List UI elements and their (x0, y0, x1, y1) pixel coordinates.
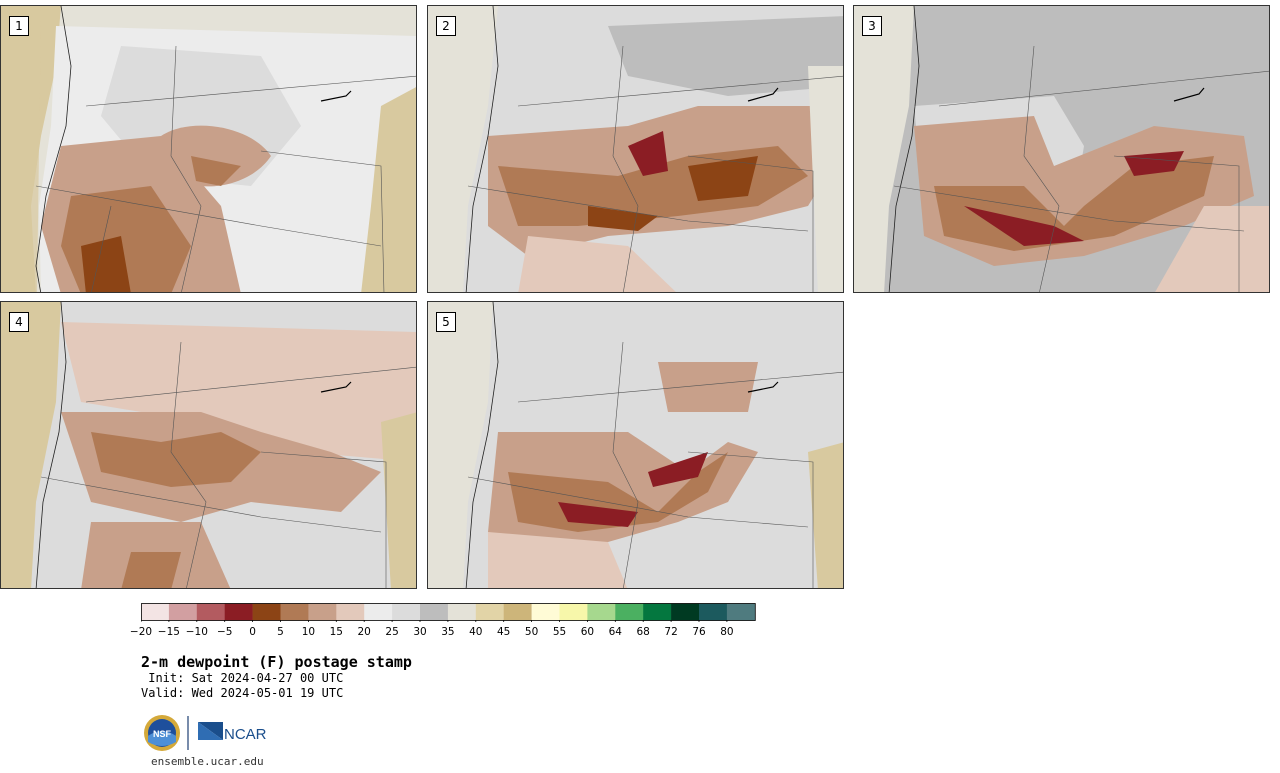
colorbar-swatch (141, 603, 170, 621)
colorbar-swatch (252, 603, 281, 621)
map-title: 2-m dewpoint (F) postage stamp (141, 653, 412, 671)
ncar-logo: NCAR (198, 722, 267, 743)
colorbar-outline (141, 603, 756, 621)
colorbar-swatch (392, 603, 421, 621)
dewpoint-map-4 (1, 302, 416, 588)
panel-number-label: 2 (436, 16, 456, 36)
colorbar-swatch (447, 603, 477, 621)
colorbar-swatch (503, 603, 532, 621)
colorbar-tick-label: 50 (524, 626, 539, 638)
colorbar-tick-label: 76 (692, 626, 706, 638)
nsf-logo: NSF (144, 715, 180, 751)
colorbar-tick-label: 60 (580, 626, 595, 638)
colorbar-swatch (475, 603, 504, 621)
dewpoint-map-1 (1, 6, 416, 292)
colorbar-tick-label: 10 (301, 626, 316, 638)
colorbar-tick-label: 45 (497, 626, 511, 638)
panel-number-label: 4 (9, 312, 29, 332)
colorbar-swatch (336, 603, 365, 621)
colorbar-swatch (671, 603, 700, 621)
map-panel-4: 4 (0, 301, 417, 589)
colorbar-swatch (420, 603, 449, 621)
panel-number-label: 1 (9, 16, 29, 36)
colorbar-tick-label: −10 (185, 626, 208, 638)
colorbar-swatch (587, 603, 616, 621)
colorbar-tick-label: 20 (357, 626, 371, 638)
colorbar-tick-label: 35 (441, 626, 455, 638)
panel-number-label: 3 (862, 16, 882, 36)
colorbar (141, 603, 756, 622)
colorbar-swatch (280, 603, 309, 621)
colorbar-swatch (308, 603, 337, 621)
colorbar-tick-label: 68 (636, 626, 650, 638)
colorbar-swatch (726, 603, 756, 621)
colorbar-swatch (559, 603, 588, 621)
colorbar-tick-label: 30 (413, 626, 427, 638)
colorbar-tick-label: −15 (157, 626, 180, 638)
init-time: Init: Sat 2024-04-27 00 UTC (141, 671, 344, 685)
colorbar-swatch (699, 603, 728, 621)
colorbar-tick-label: 5 (277, 626, 284, 638)
colorbar-tick-label: 80 (720, 626, 734, 638)
map-panel-1: 1 (0, 5, 417, 293)
colorbar-tick-label: 15 (329, 626, 343, 638)
ncar-text: NCAR (224, 726, 267, 743)
colorbar-swatch (615, 603, 644, 621)
colorbar-tick-label: −5 (216, 626, 233, 638)
colorbar-swatch (364, 603, 393, 621)
map-panel-3: 3 (853, 5, 1270, 293)
dewpoint-map-2 (428, 6, 843, 292)
colorbar-tick-label: −20 (129, 626, 153, 638)
colorbar-tick-label: 25 (385, 626, 399, 638)
nsf-ncar-logo: NSF NCAR (144, 715, 267, 751)
colorbar-swatch (643, 603, 672, 621)
website-link[interactable]: ensemble.ucar.edu (151, 755, 264, 768)
map-panel-2: 2 (427, 5, 844, 293)
colorbar-swatch (168, 603, 198, 621)
colorbar-ticks: −20 −15 −10 −5 0 5 10 15 20 25 30 35 40 45 50 55 60 64 68 7… (130, 626, 761, 640)
colorbar-swatch (224, 603, 253, 621)
dewpoint-map-3 (854, 6, 1269, 292)
colorbar-swatch (531, 603, 560, 621)
map-panel-5: 5 (427, 301, 844, 589)
colorbar-tick-label: 72 (664, 626, 678, 638)
colorbar-tick-label: 0 (249, 626, 256, 638)
valid-time: Valid: Wed 2024-05-01 19 UTC (141, 686, 344, 700)
panel-number-label: 5 (436, 312, 456, 332)
dewpoint-map-5 (428, 302, 843, 588)
colorbar-tick-label: 55 (552, 626, 567, 638)
colorbar-tick-label: 64 (608, 626, 622, 638)
nsf-text: NSF (153, 729, 172, 739)
colorbar-swatch (196, 603, 225, 621)
colorbar-tick-label: 40 (469, 626, 483, 638)
